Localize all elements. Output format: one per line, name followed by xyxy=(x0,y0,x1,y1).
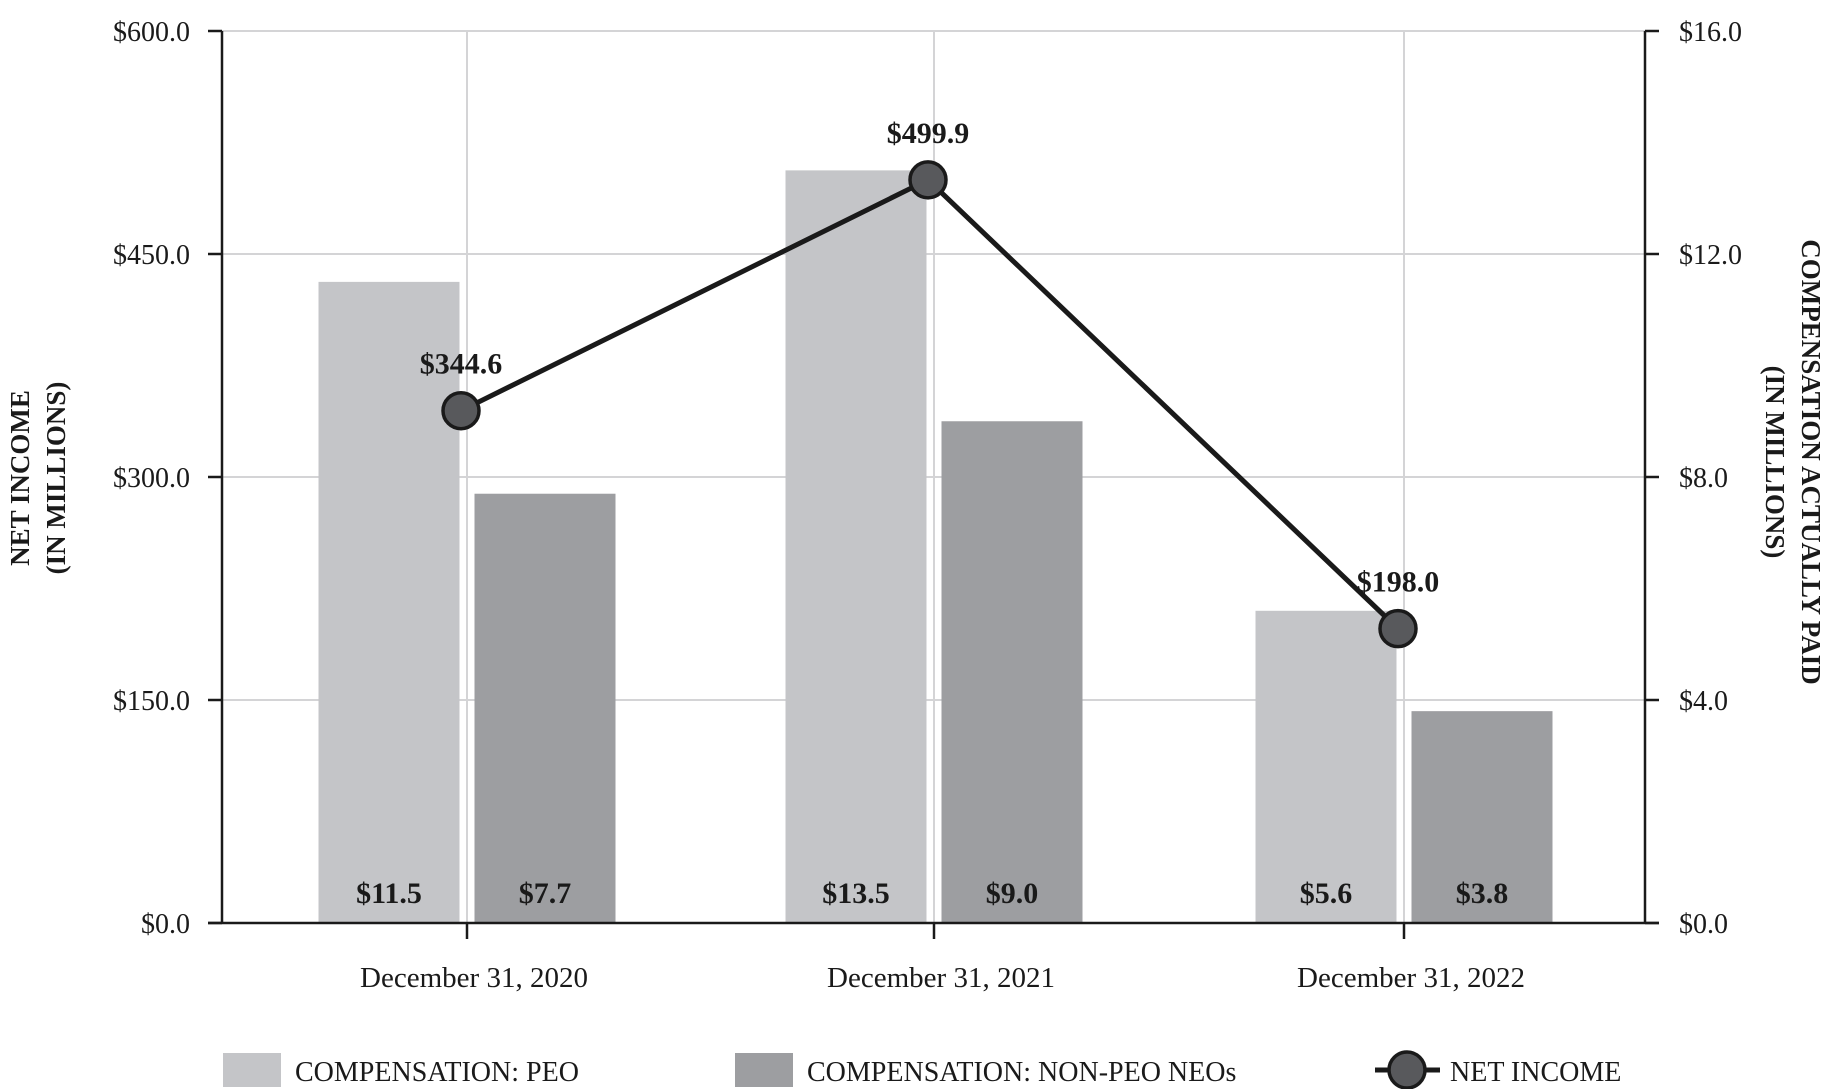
bar-label-non-peo-1: $9.0 xyxy=(986,877,1039,910)
bar-peo-1 xyxy=(785,170,927,923)
bar-label-peo-2: $5.6 xyxy=(1300,877,1353,910)
left-axis-title: NET INCOME (IN MILLIONS) xyxy=(5,382,71,575)
left-tick-label-1: $150.0 xyxy=(113,686,190,717)
right-tick-label-2: $8.0 xyxy=(1679,463,1728,494)
bar-non-peo-1 xyxy=(941,421,1083,923)
left-tick-label-3: $450.0 xyxy=(113,240,190,271)
left-tick-label-0: $0.0 xyxy=(141,909,190,940)
bar-peo-0 xyxy=(318,281,460,923)
right-tick-label-4: $16.0 xyxy=(1679,17,1742,48)
net-income-label-2: $198.0 xyxy=(1357,566,1440,599)
net-income-point-0 xyxy=(441,390,481,431)
x-tick-label-2: December 31, 2022 xyxy=(1297,962,1525,994)
bar-non-peo-2 xyxy=(1411,711,1553,923)
right-axis-title-line-0: COMPENSATION ACTUALLY PAID xyxy=(1796,239,1826,685)
x-tick-label-0: December 31, 2020 xyxy=(360,962,588,994)
left-axis-title-line-0: NET INCOME xyxy=(5,390,35,566)
legend: COMPENSATION: PEO COMPENSATION: NON-PEO N… xyxy=(223,1050,1621,1089)
axes: $0.0 $150.0 $300.0 $450.0 $600.0 $0.0 $4.0 $8.0… xyxy=(5,17,1826,994)
bar-label-peo-1: $13.5 xyxy=(822,877,890,910)
bar-label-non-peo-0: $7.7 xyxy=(519,877,572,910)
right-axis-title-line-1: (IN MILLIONS) xyxy=(1760,366,1790,559)
bar-peo-2 xyxy=(1255,610,1397,923)
legend-non-peo-swatch xyxy=(735,1053,793,1087)
right-axis-title: COMPENSATION ACTUALLY PAID(IN MILLIONS) xyxy=(1760,239,1826,685)
data-labels: $11.5 $13.5 $5.6 $7.7 $9.0 $3.8 $344.6 $499.9 $1… xyxy=(356,117,1508,910)
net-income-point-2 xyxy=(1378,608,1418,649)
bar-label-non-peo-2: $3.8 xyxy=(1456,877,1509,910)
bars xyxy=(318,170,1553,923)
legend-net-income-marker xyxy=(1387,1050,1427,1089)
x-tick-label-1: December 31, 2021 xyxy=(827,962,1055,994)
right-tick-label-0: $0.0 xyxy=(1679,909,1728,940)
bar-non-peo-0 xyxy=(474,493,616,923)
left-tick-label-2: $300.0 xyxy=(113,463,190,494)
net-income-point-1 xyxy=(908,160,948,200)
legend-non-peo-label: COMPENSATION: NON-PEO NEOs xyxy=(807,1057,1236,1088)
legend-peo-swatch xyxy=(223,1053,281,1087)
net-income-line xyxy=(441,160,1418,649)
legend-peo-label: COMPENSATION: PEO xyxy=(295,1057,579,1088)
right-tick-label-1: $4.0 xyxy=(1679,686,1728,717)
legend-net-income-label: NET INCOME xyxy=(1450,1057,1621,1088)
net-income-label-1: $499.9 xyxy=(887,117,970,150)
bar-label-peo-0: $11.5 xyxy=(356,877,422,910)
net-income-label-0: $344.6 xyxy=(420,348,503,381)
right-tick-label-3: $12.0 xyxy=(1679,240,1742,271)
left-tick-label-4: $600.0 xyxy=(113,17,190,48)
left-axis-title-line-1: (IN MILLIONS) xyxy=(41,382,71,575)
